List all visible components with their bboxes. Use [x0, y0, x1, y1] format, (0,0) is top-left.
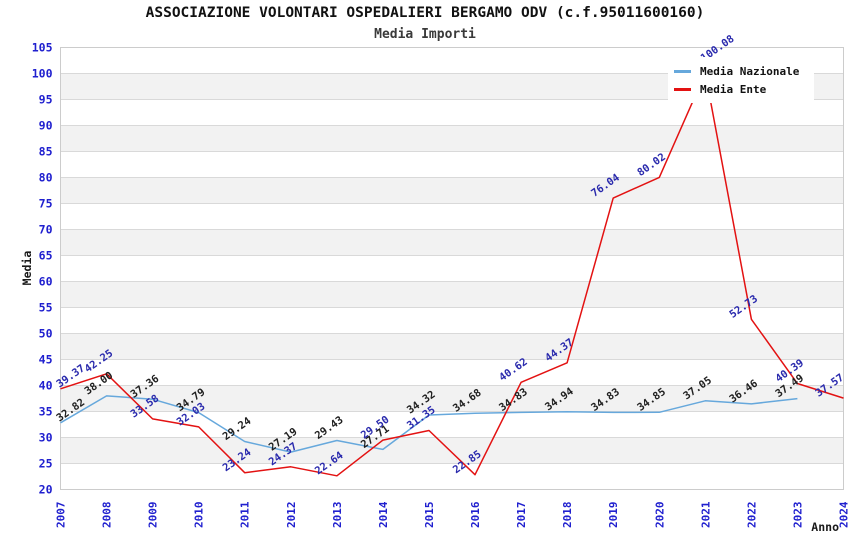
legend-label-media-nazionale: Media Nazionale [700, 64, 800, 78]
x-tick-label: 2012 [285, 502, 298, 529]
y-tick-label: 60 [39, 275, 53, 289]
y-tick-label: 105 [32, 41, 53, 55]
x-tick-label: 2024 [838, 501, 850, 528]
y-tick-label: 25 [39, 457, 53, 471]
legend-swatch-media-nazionale-icon [674, 69, 691, 73]
grid-band [60, 463, 844, 490]
y-tick-label: 75 [39, 197, 53, 211]
y-tick-label: 50 [39, 327, 53, 341]
x-tick-label: 2019 [607, 502, 620, 529]
chart-title: ASSOCIAZIONE VOLONTARI OSPEDALIERI BERGA… [145, 5, 705, 21]
y-tick-label: 30 [39, 431, 53, 445]
x-tick-label: 2007 [55, 502, 68, 529]
grid-band [60, 437, 844, 464]
legend-item-media-nazionale: Media Nazionale [674, 62, 814, 80]
x-tick-label: 2014 [377, 501, 390, 528]
y-tick-label: 100 [32, 67, 53, 81]
y-tick-label: 20 [39, 483, 53, 497]
grid-band [60, 203, 844, 230]
grid-band [60, 307, 844, 334]
y-axis-title: Media [20, 251, 34, 286]
y-tick-label: 55 [39, 301, 53, 315]
grid-band [60, 281, 844, 308]
x-tick-label: 2013 [331, 502, 344, 529]
grid-band [60, 359, 844, 386]
y-tick-label: 70 [39, 223, 53, 237]
x-tick-label: 2016 [469, 501, 482, 528]
y-tick-label: 45 [39, 353, 53, 367]
legend: Media Nazionale Media Ente [668, 57, 814, 103]
x-tick-label: 2021 [699, 501, 712, 528]
grid-band [60, 411, 844, 438]
y-tick-label: 85 [39, 145, 53, 159]
x-tick-label: 2023 [791, 502, 804, 529]
grid-band [60, 229, 844, 256]
grid-band [60, 255, 844, 282]
grid-band [60, 385, 844, 412]
chart-subtitle: Media Importi [374, 27, 476, 42]
series-line-media-nazionale [60, 395, 798, 453]
y-tick-label: 95 [39, 93, 53, 107]
x-tick-label: 2011 [239, 501, 252, 528]
legend-label-media-ente: Media Ente [700, 82, 767, 96]
x-tick-label: 2020 [653, 502, 666, 529]
y-tick-label: 90 [39, 119, 53, 133]
x-tick-label: 2008 [101, 502, 114, 529]
series-line-media-ente [60, 72, 844, 477]
plot-border [60, 47, 844, 490]
x-tick-label: 2022 [745, 502, 758, 529]
grid-band [60, 333, 844, 360]
x-tick-label: 2010 [193, 502, 206, 529]
grid-band [60, 99, 844, 126]
x-tick-label: 2009 [147, 502, 160, 529]
grid-band [60, 177, 844, 204]
x-tick-label: 2017 [515, 502, 528, 529]
x-axis-title: Anno [811, 520, 839, 534]
legend-item-media-ente: Media Ente [674, 80, 814, 98]
grid-band [60, 125, 844, 152]
y-tick-label: 80 [39, 171, 53, 185]
legend-swatch-media-ente-icon [674, 87, 691, 91]
grid-band [60, 151, 844, 178]
x-tick-label: 2018 [561, 502, 574, 529]
y-tick-label: 40 [39, 379, 53, 393]
x-tick-label: 2015 [423, 502, 436, 529]
y-tick-label: 35 [39, 405, 53, 419]
y-tick-label: 65 [39, 249, 53, 263]
